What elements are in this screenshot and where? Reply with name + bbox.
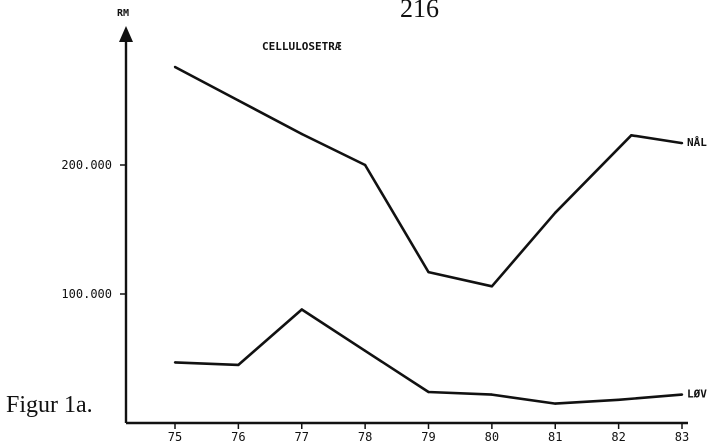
series-line xyxy=(174,308,683,405)
series-point xyxy=(173,361,177,364)
x-tick-label: 77 xyxy=(295,430,309,444)
series-label: LØV xyxy=(687,388,707,401)
series-point xyxy=(680,393,684,396)
series-point xyxy=(300,132,303,136)
y-tick-label: 100.000 xyxy=(61,287,112,301)
chart-title: CELLULOSETRÆ xyxy=(262,40,342,53)
series-point xyxy=(490,285,494,288)
x-tick-label: 83 xyxy=(675,430,689,444)
x-tick-label: 80 xyxy=(485,430,499,444)
chart-ticks: 75 76 77 78 79 80 81 82 83 100.000 200.000 xyxy=(61,158,689,444)
series-point xyxy=(490,393,494,396)
series-point xyxy=(237,363,240,367)
x-tick-label: 81 xyxy=(548,430,562,444)
x-tick-label: 75 xyxy=(168,430,182,444)
series-point xyxy=(300,308,303,311)
chart-series: NÅL LØV xyxy=(173,65,707,405)
series-point xyxy=(554,211,557,214)
y-axis-label: RM xyxy=(117,8,129,19)
series-label: NÅL xyxy=(687,136,707,149)
series-point xyxy=(630,134,633,137)
series-point xyxy=(617,398,620,401)
x-tick-label: 82 xyxy=(611,430,625,444)
chart-axes xyxy=(119,26,688,425)
series-line xyxy=(174,65,683,288)
series-point xyxy=(363,349,367,352)
x-tick-label: 78 xyxy=(358,430,372,444)
y-axis-arrow xyxy=(119,26,133,42)
series-point xyxy=(680,141,684,145)
y-tick-label: 200.000 xyxy=(61,158,112,172)
x-tick-label: 79 xyxy=(421,430,435,444)
series-point xyxy=(427,390,430,394)
x-tick-label: 76 xyxy=(231,430,245,444)
series-point xyxy=(173,65,177,69)
series-point xyxy=(554,402,557,405)
series-point xyxy=(363,163,367,167)
page-number: 216 xyxy=(400,0,439,23)
figure-caption: Figur 1a. xyxy=(6,392,93,418)
series-point xyxy=(237,99,240,102)
series-point xyxy=(427,270,430,274)
